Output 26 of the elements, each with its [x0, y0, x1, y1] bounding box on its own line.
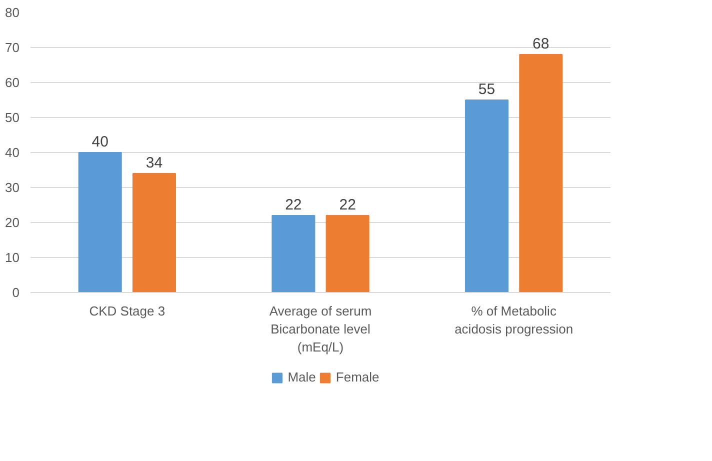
bar [465, 100, 509, 292]
data-label: 40 [92, 134, 108, 150]
data-label: 22 [285, 196, 302, 214]
x-tick-label: Average of serum Bicarbonate level (mEq/L) [269, 304, 372, 354]
y-tick-label: 0 [12, 285, 20, 300]
bar [326, 215, 370, 292]
y-tick-label: 30 [5, 180, 20, 195]
y-tick-label: 20 [5, 215, 20, 230]
data-label: 22 [339, 196, 356, 214]
bar [272, 215, 316, 292]
bar [519, 54, 563, 292]
x-tick-label: CKD Stage 3 [89, 304, 166, 318]
y-tick-label: 60 [5, 75, 20, 90]
y-tick-label: 80 [5, 5, 20, 20]
data-label: 34 [146, 154, 163, 172]
y-tick-label: 40 [5, 145, 20, 160]
legend-label: Female [336, 370, 380, 384]
bar [78, 152, 122, 292]
bar [132, 173, 176, 292]
y-tick-label: 10 [5, 250, 20, 265]
data-label: 55 [478, 81, 496, 98]
y-tick-label: 70 [5, 40, 20, 55]
data-label: 68 [532, 36, 550, 52]
x-tick-label: % of Metabolic acidosis progression [454, 304, 574, 336]
y-tick-label: 50 [5, 110, 20, 125]
legend-label: Male [288, 370, 316, 384]
